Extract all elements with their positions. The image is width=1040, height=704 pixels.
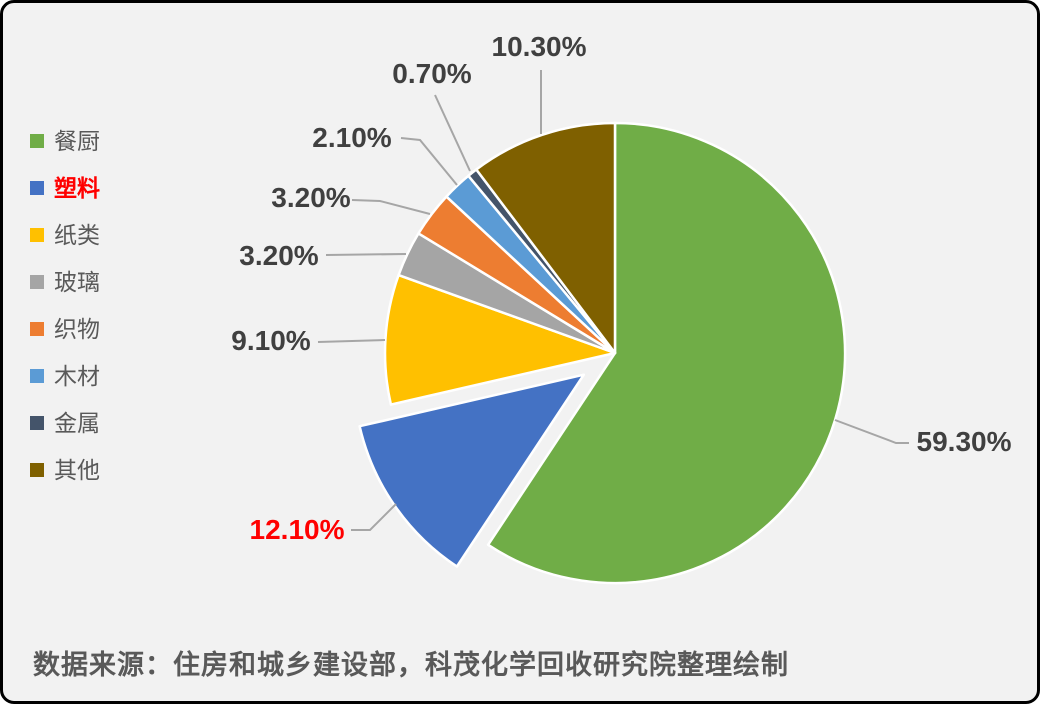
legend-swatch-icon bbox=[30, 463, 44, 477]
legend-swatch-icon bbox=[30, 181, 44, 195]
legend-swatch-icon bbox=[30, 134, 44, 148]
legend-swatch-icon bbox=[30, 369, 44, 383]
pie-chart bbox=[317, 70, 909, 585]
legend-item-餐厨: 餐厨 bbox=[30, 129, 100, 153]
pie-slice-纸类 bbox=[383, 273, 617, 406]
legend-label: 木材 bbox=[54, 363, 100, 389]
legend-item-塑料: 塑料 bbox=[30, 176, 100, 200]
legend-item-玻璃: 玻璃 bbox=[30, 270, 100, 294]
legend-label: 其他 bbox=[54, 457, 100, 483]
legend-item-金属: 金属 bbox=[30, 411, 100, 435]
legend-label: 金属 bbox=[54, 410, 100, 436]
legend-label: 玻璃 bbox=[54, 269, 100, 295]
legend-swatch-icon bbox=[30, 322, 44, 336]
legend-item-其他: 其他 bbox=[30, 458, 100, 482]
leader-line-木材 bbox=[400, 137, 458, 186]
legend-label: 塑料 bbox=[54, 175, 100, 201]
leader-line-织物 bbox=[351, 199, 431, 215]
leader-line-餐厨 bbox=[834, 419, 909, 444]
chart-legend: 餐厨塑料纸类玻璃织物木材金属其他 bbox=[30, 129, 100, 482]
source-note: 数据来源：住房和城乡建设部，科茂化学回收研究院整理绘制 bbox=[33, 650, 789, 680]
legend-item-纸类: 纸类 bbox=[30, 223, 100, 247]
leader-line-金属 bbox=[434, 94, 471, 172]
leader-line-纸类 bbox=[317, 339, 386, 343]
legend-item-织物: 织物 bbox=[30, 317, 100, 341]
legend-swatch-icon bbox=[30, 416, 44, 430]
legend-label: 餐厨 bbox=[54, 128, 100, 154]
leader-line-塑料 bbox=[351, 503, 397, 531]
legend-label: 织物 bbox=[54, 316, 100, 342]
legend-swatch-icon bbox=[30, 228, 44, 242]
legend-swatch-icon bbox=[30, 275, 44, 289]
leader-line-玻璃 bbox=[325, 253, 407, 256]
pie-slice-其他 bbox=[475, 121, 617, 355]
legend-item-木材: 木材 bbox=[30, 364, 100, 388]
legend-label: 纸类 bbox=[54, 222, 100, 248]
